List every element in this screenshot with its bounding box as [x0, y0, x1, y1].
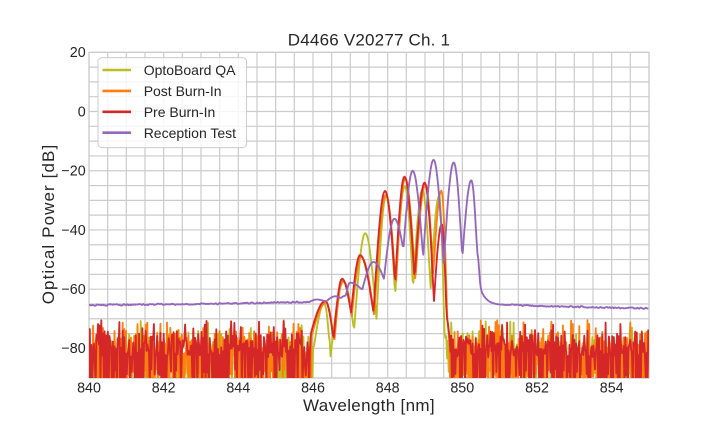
svg-text:OptoBoard QA: OptoBoard QA: [144, 62, 236, 78]
svg-text:Pre Burn-In: Pre Burn-In: [144, 104, 216, 120]
svg-text:844: 844: [226, 381, 250, 397]
svg-text:−80: −80: [61, 341, 85, 357]
svg-text:840: 840: [77, 381, 101, 397]
svg-text:850: 850: [450, 381, 474, 397]
svg-text:852: 852: [525, 381, 549, 397]
svg-text:20: 20: [70, 45, 86, 61]
svg-text:−60: −60: [61, 282, 85, 298]
svg-text:854: 854: [600, 381, 624, 397]
svg-text:846: 846: [301, 381, 325, 397]
svg-text:D4466 V20277 Ch. 1: D4466 V20277 Ch. 1: [288, 31, 450, 50]
svg-text:Reception Test: Reception Test: [144, 125, 236, 141]
svg-text:848: 848: [376, 381, 400, 397]
svg-text:842: 842: [152, 381, 176, 397]
svg-text:0: 0: [78, 104, 86, 120]
svg-text:−40: −40: [61, 223, 85, 239]
svg-text:Post Burn-In: Post Burn-In: [144, 83, 222, 99]
svg-text:−20: −20: [61, 164, 85, 180]
svg-text:Optical Power [dB]: Optical Power [dB]: [39, 144, 58, 305]
svg-text:Wavelength [nm]: Wavelength [nm]: [303, 396, 435, 415]
